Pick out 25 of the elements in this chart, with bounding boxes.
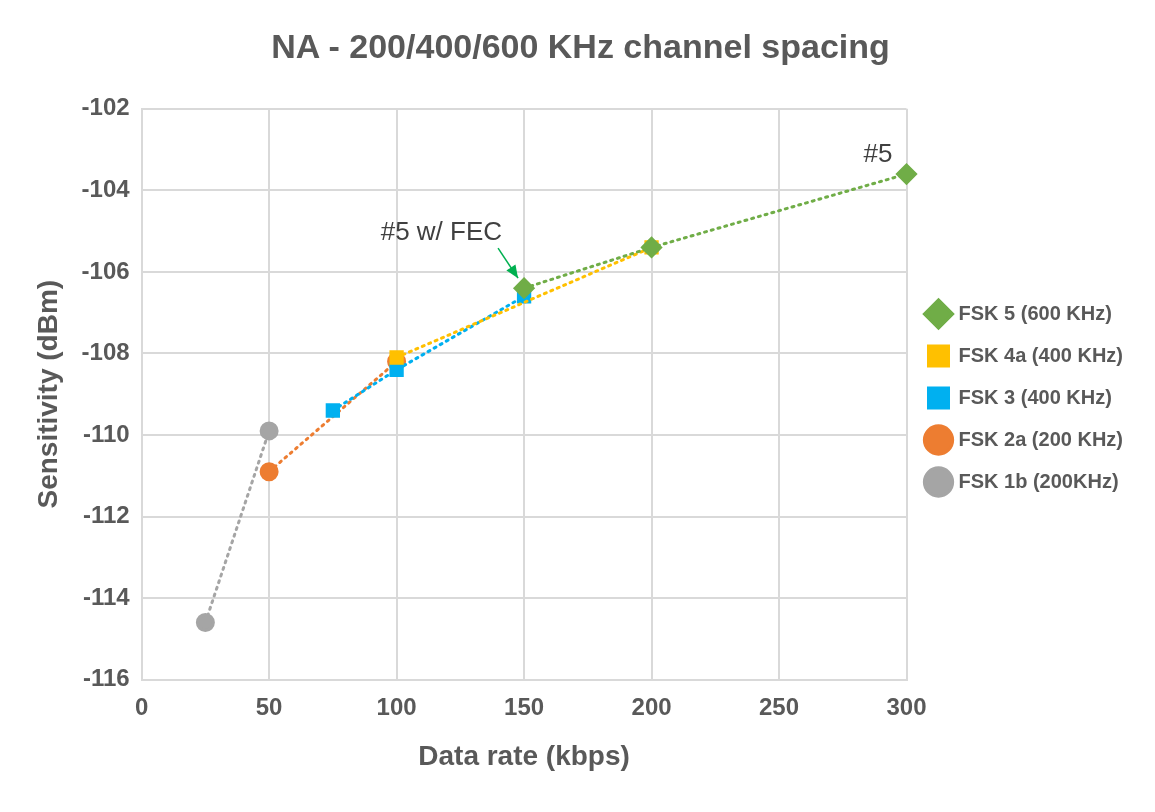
- x-tick-label: 100: [376, 692, 417, 720]
- legend-label: FSK 5 (600 KHz): [958, 301, 1112, 324]
- annotation: #5 w/ FEC: [380, 216, 503, 247]
- y-tick-label: -106: [81, 256, 130, 284]
- x-tick-label: 250: [759, 692, 800, 720]
- x-tick-label: 50: [255, 692, 283, 720]
- y-axis-title: Sensitivity (dBm): [31, 279, 63, 509]
- y-tick-label: -116: [82, 664, 130, 692]
- y-tick-label: -114: [82, 582, 131, 610]
- annotation: #5: [863, 138, 893, 169]
- y-tick-label: -108: [81, 338, 130, 366]
- legend-label: FSK 1b (200KHz): [958, 469, 1119, 492]
- x-tick-label: 200: [631, 692, 672, 720]
- x-tick-label: 300: [886, 692, 927, 720]
- legend-label: FSK 2a (200 KHz): [958, 427, 1124, 450]
- y-tick-label: -112: [82, 501, 130, 529]
- legend-label: FSK 3 (400 KHz): [958, 385, 1112, 408]
- y-tick-label: -104: [81, 174, 131, 202]
- chart-title: NA - 200/400/600 KHz channel spacing: [271, 26, 890, 65]
- legend-label: FSK 4a (400 KHz): [958, 343, 1124, 366]
- y-tick-label: -102: [81, 93, 130, 121]
- y-tick-label: -110: [82, 419, 130, 447]
- x-tick-label: 0: [134, 692, 149, 720]
- x-axis-title: Data rate (kbps): [418, 739, 630, 771]
- x-tick-label: 150: [504, 692, 545, 720]
